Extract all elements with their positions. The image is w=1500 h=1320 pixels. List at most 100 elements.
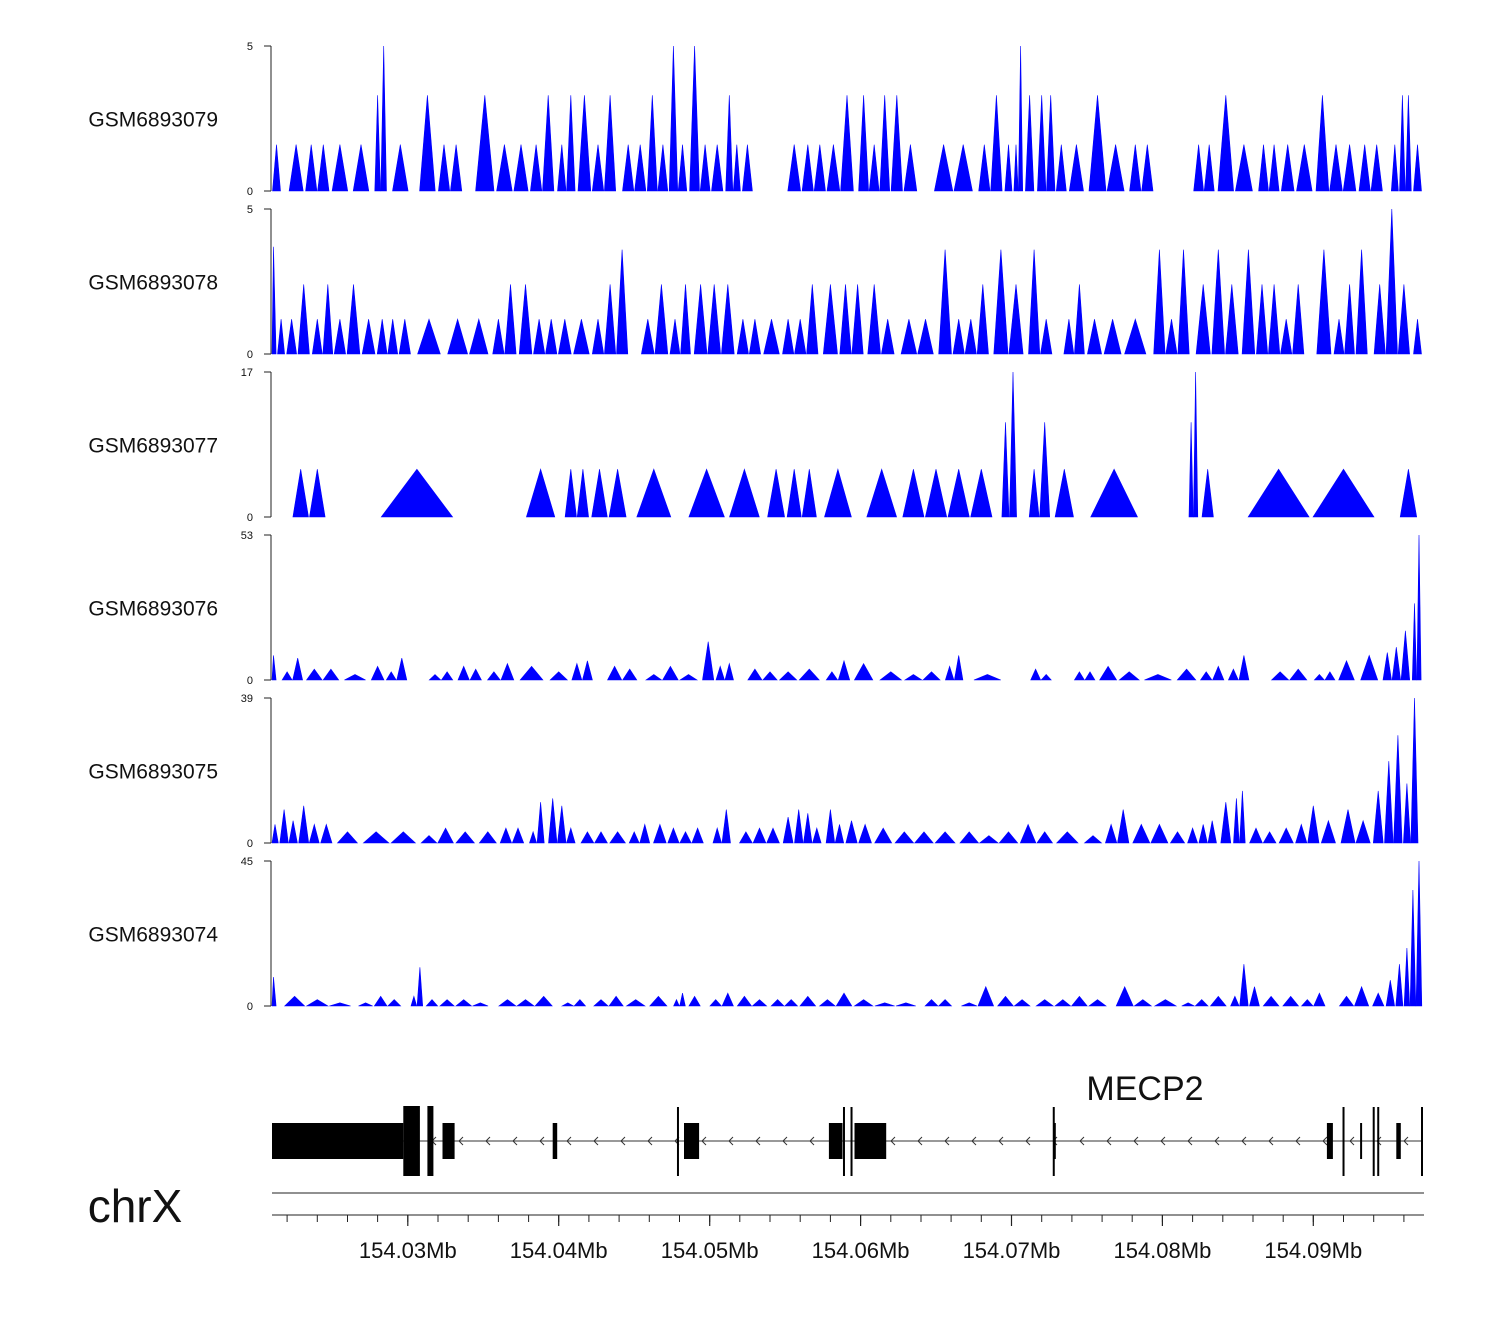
coverage-peak (286, 319, 297, 355)
coverage-peak (1132, 823, 1151, 844)
coverage-peak (545, 319, 558, 355)
coverage-peak (787, 144, 801, 192)
coverage-peak (1313, 674, 1325, 681)
coverage-peak (1083, 835, 1103, 844)
coverage-peak (1372, 790, 1384, 844)
coverage-peak (1238, 655, 1250, 681)
coverage-peak (1028, 249, 1041, 355)
gene-exon (403, 1106, 420, 1176)
coverage-peak (625, 999, 646, 1007)
track-GSM6893076: GSM6893076 53 0 (88, 530, 1422, 687)
coverage-peak (1040, 319, 1053, 355)
coverage-peak (766, 827, 780, 844)
coverage-peak (277, 319, 285, 355)
coverage-peak (645, 674, 663, 681)
track-label: GSM6893076 (88, 598, 218, 621)
coverage-peak (1212, 665, 1225, 681)
coverage-tracks: GSM689307950GSM689307850GSM6893077170GSM… (88, 41, 1423, 1013)
coverage-peak (1241, 249, 1256, 355)
coverage-peak (649, 995, 668, 1007)
coverage-peak (1338, 995, 1355, 1007)
coverage-peak (970, 469, 993, 518)
coverage-peak (1009, 371, 1017, 518)
coverage-peak (1211, 249, 1225, 355)
coverage-peak (1153, 999, 1178, 1007)
coverage-peak (1230, 995, 1240, 1007)
coverage-peak (902, 469, 925, 518)
strand-arrow-icon (593, 1136, 599, 1146)
coverage-peak (1329, 144, 1343, 192)
coverage-peak (1036, 831, 1054, 844)
coverage-peak (1074, 284, 1085, 355)
coverage-peak (1416, 534, 1422, 681)
coverage-peak (748, 319, 761, 355)
coverage-peak (385, 671, 397, 681)
coverage-peak (352, 144, 370, 192)
coverage-peak (1144, 674, 1172, 681)
coverage-peak (689, 45, 700, 192)
gene-model-track: MECP2 (272, 1070, 1423, 1176)
coverage-peak (922, 671, 941, 681)
coverage-peak (525, 468, 556, 518)
coverage-peak (1316, 249, 1332, 355)
coverage-peak (380, 468, 454, 518)
track-label: GSM6893075 (88, 761, 218, 784)
coverage-peak (1413, 319, 1422, 355)
coverage-peak (767, 469, 785, 518)
coverage-peak (868, 144, 880, 192)
coverage-peak (693, 284, 708, 355)
coverage-peak (1413, 144, 1422, 192)
coverage-peak (825, 809, 836, 844)
strand-arrow-icon (566, 1136, 572, 1146)
coverage-peak (699, 144, 711, 192)
coverage-peak (1037, 95, 1047, 192)
coverage-peak (447, 318, 468, 355)
coverage-peak (1338, 660, 1355, 681)
coverage-peak (1087, 319, 1102, 355)
coverage-peak (305, 668, 323, 681)
coverage-peak (668, 45, 679, 192)
coverage-peak (653, 823, 667, 844)
strand-arrow-icon (620, 1136, 626, 1146)
strand-arrow-icon (755, 1136, 761, 1146)
coverage-peak (1320, 819, 1336, 844)
coverage-peak (1090, 468, 1138, 518)
coverage-peak (1256, 284, 1269, 355)
coverage-peak (1373, 284, 1386, 355)
coverage-peak (742, 144, 753, 192)
coverage-peak (1176, 668, 1197, 681)
coverage-peak (279, 809, 289, 844)
coverage-peak (976, 284, 989, 355)
coverage-peak (657, 144, 669, 192)
coverage-peak (803, 813, 813, 844)
coverage-peak (392, 144, 409, 192)
coverage-peak (376, 319, 388, 355)
coverage-peak (297, 284, 310, 355)
coverage-peak (309, 469, 326, 518)
coverage-peak (1295, 823, 1308, 844)
coverage-peak (317, 144, 330, 192)
coverage-peak (1370, 144, 1383, 192)
coverage-peak (609, 831, 626, 844)
coverage-peak (1249, 986, 1260, 1007)
coverage-peak (959, 831, 980, 844)
track-GSM6893077: GSM6893077 17 0 (88, 367, 1418, 524)
coverage-peak (834, 824, 845, 844)
coverage-peak (1390, 144, 1399, 192)
coverage-peak (867, 284, 881, 355)
coverage-peak (593, 999, 609, 1007)
coverage-peak (709, 999, 723, 1007)
coverage-peak (580, 831, 595, 844)
coverage-peak (362, 831, 390, 844)
coverage-peak (419, 95, 436, 192)
coverage-peak (571, 662, 583, 681)
coverage-peak (425, 999, 439, 1007)
coverage-peak (1056, 831, 1079, 844)
coverage-peak (1129, 144, 1142, 192)
coverage-peak (1201, 469, 1214, 518)
coverage-peak (1391, 647, 1401, 681)
coverage-peak (636, 468, 672, 518)
y-axis-max-label: 5 (247, 41, 253, 53)
coverage-peak (1207, 820, 1217, 844)
coverage-peak (604, 95, 617, 192)
